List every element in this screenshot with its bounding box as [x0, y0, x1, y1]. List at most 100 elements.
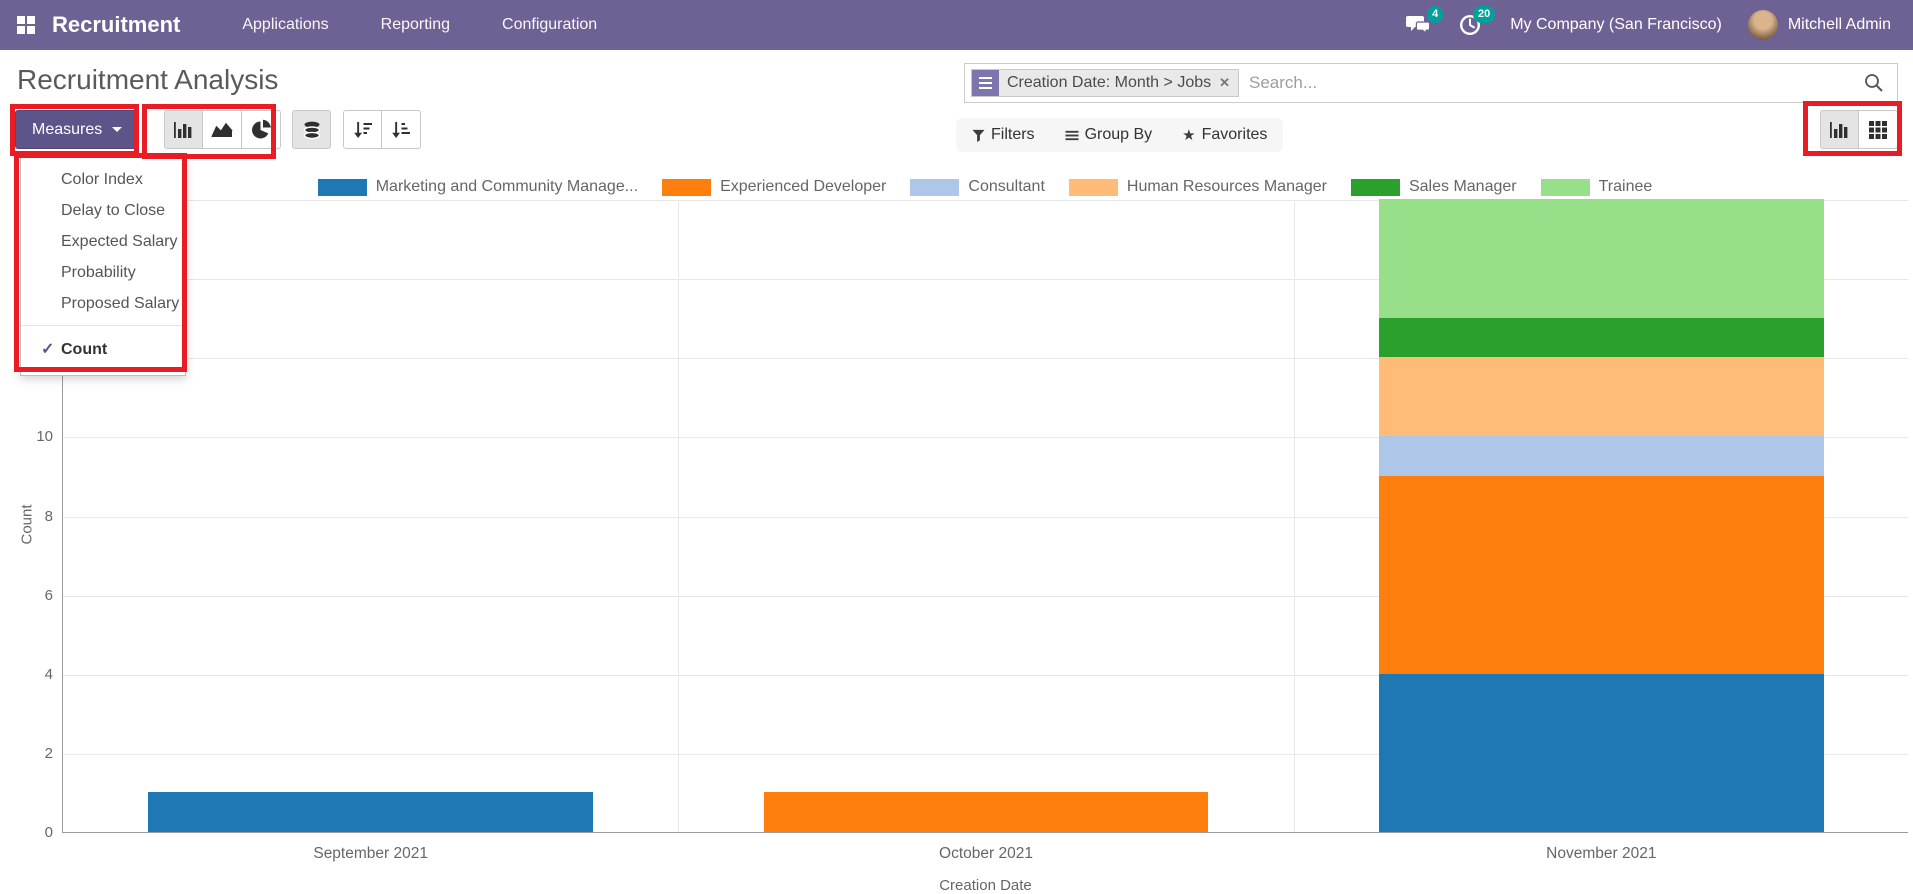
menu-applications[interactable]: Applications: [242, 16, 329, 33]
filter-funnel-icon: [972, 129, 985, 142]
groupby-button[interactable]: Group By: [1065, 126, 1152, 144]
legend-item[interactable]: Trainee: [1540, 178, 1653, 196]
legend-label: Human Resources Manager: [1126, 178, 1327, 195]
activity-clock-icon: [1460, 15, 1481, 35]
pivot-grid-icon: [1869, 120, 1887, 139]
facet-close-icon[interactable]: ✕: [1219, 75, 1231, 90]
pie-chart-button[interactable]: [242, 110, 282, 149]
legend-label: Marketing and Community Manage...: [375, 178, 639, 195]
chart-type-group: [164, 110, 282, 149]
search-icon[interactable]: [1863, 72, 1885, 94]
sort-asc-icon: [392, 121, 411, 138]
legend-item[interactable]: Marketing and Community Manage...: [317, 178, 639, 196]
bar-segment[interactable]: [148, 792, 594, 832]
menu-separator: [21, 325, 185, 326]
stacked-toggle-group: [292, 110, 332, 149]
legend-label: Sales Manager: [1408, 178, 1517, 195]
messages-badge: 4: [1427, 6, 1444, 23]
legend-label: Consultant: [968, 178, 1045, 195]
y-tick-label: 2: [44, 744, 53, 762]
measures-menu-item[interactable]: ✓ Count: [21, 332, 185, 368]
legend-label: Experienced Developer: [720, 178, 887, 195]
search-facet-label: Creation Date: Month > Jobs: [1007, 74, 1212, 91]
x-category-label: November 2021: [1546, 845, 1657, 862]
plot-area: Count Creation Date 0246810121416Septemb…: [19, 191, 1908, 894]
sort-ascending-button[interactable]: [382, 110, 422, 149]
legend-item[interactable]: Experienced Developer: [662, 178, 886, 196]
legend-swatch: [1540, 178, 1590, 196]
activities-badge: 20: [1472, 6, 1496, 23]
bar-segment[interactable]: [1378, 475, 1824, 674]
groupby-bars-icon: [1065, 130, 1079, 140]
measures-menu-item[interactable]: ✓Proposed Salary: [61, 295, 180, 312]
activities-button[interactable]: 20: [1458, 6, 1496, 37]
measures-menu-item[interactable]: ✓Color Index: [61, 171, 143, 188]
sort-desc-icon: [353, 121, 372, 138]
measures-button[interactable]: Measures: [15, 110, 140, 149]
main-menu: Applications Reporting Configuration: [242, 16, 597, 34]
stacked-layers-icon: [303, 121, 320, 139]
chart-toolbar: Measures: [15, 110, 422, 149]
top-navbar: Recruitment Applications Reporting Confi…: [0, 0, 1913, 50]
legend-swatch: [662, 178, 712, 196]
gridline: [1293, 200, 1295, 832]
measures-dropdown: ✓Color Index ✓Delay to Close ✓Expected Sal…: [20, 156, 186, 376]
groupby-facet-icon: [972, 70, 999, 96]
gridline: [63, 753, 1908, 755]
view-switcher: [1820, 110, 1898, 149]
menu-reporting[interactable]: Reporting: [380, 16, 451, 33]
measures-menu-item[interactable]: ✓Expected Salary: [61, 233, 178, 250]
x-category-label: October 2021: [939, 845, 1033, 862]
legend-swatch: [1350, 178, 1400, 196]
gridline: [63, 516, 1908, 518]
app-name[interactable]: Recruitment: [52, 12, 181, 37]
y-tick-label: 0: [44, 824, 53, 841]
search-input[interactable]: [1249, 73, 1863, 93]
gridline: [63, 200, 1908, 201]
measures-menu-item[interactable]: ✓Probability: [61, 264, 136, 281]
navbar-left: Recruitment Applications Reporting Confi…: [0, 12, 597, 38]
gridline: [678, 200, 680, 832]
favorites-button[interactable]: ★ Favorites: [1182, 126, 1268, 144]
area-chart-icon: [211, 122, 233, 137]
user-avatar[interactable]: [1747, 10, 1778, 40]
legend-item[interactable]: Consultant: [910, 178, 1045, 196]
pivot-view-button[interactable]: [1859, 110, 1898, 149]
legend-item[interactable]: Human Resources Manager: [1068, 178, 1327, 196]
filters-button[interactable]: Filters: [972, 126, 1035, 144]
gridline: [63, 595, 1908, 597]
legend-label: Trainee: [1598, 178, 1653, 195]
favorites-star-icon: ★: [1182, 127, 1196, 144]
search-options-row: Filters Group By ★ Favorites: [956, 118, 1284, 152]
messages-icon: [1406, 16, 1431, 35]
bar-segment[interactable]: [1378, 436, 1824, 476]
bar-segment[interactable]: [1378, 357, 1824, 437]
user-menu[interactable]: Mitchell Admin: [1787, 16, 1891, 33]
check-icon: ✓: [41, 341, 55, 358]
apps-grid-icon[interactable]: [16, 15, 36, 35]
company-switcher[interactable]: My Company (San Francisco): [1510, 16, 1722, 33]
menu-configuration[interactable]: Configuration: [502, 16, 598, 33]
measures-menu-item[interactable]: ✓Delay to Close: [61, 202, 166, 219]
line-chart-button[interactable]: [203, 110, 243, 149]
graph-view-button[interactable]: [1820, 110, 1859, 149]
gridline: [63, 437, 1908, 439]
bar-chart-button[interactable]: [164, 110, 204, 149]
sort-descending-button[interactable]: [343, 110, 383, 149]
y-tick-label: 4: [44, 665, 53, 683]
bar-segment[interactable]: [1378, 673, 1824, 832]
legend-item[interactable]: Sales Manager: [1350, 178, 1517, 196]
page-title: Recruitment Analysis: [17, 64, 279, 95]
bar-segment[interactable]: [763, 792, 1209, 832]
bar-segment[interactable]: [1378, 317, 1824, 358]
stacked-button[interactable]: [292, 110, 332, 149]
y-tick-label: 10: [36, 428, 53, 446]
legend-swatch: [317, 178, 367, 196]
gridline: [63, 674, 1908, 676]
bar-segment[interactable]: [1378, 199, 1824, 318]
x-axis-title: Creation Date: [939, 877, 1032, 894]
bar-chart-icon: [174, 121, 192, 138]
legend-swatch: [1068, 178, 1118, 196]
messages-button[interactable]: 4: [1406, 6, 1444, 37]
legend-swatch: [910, 178, 960, 196]
